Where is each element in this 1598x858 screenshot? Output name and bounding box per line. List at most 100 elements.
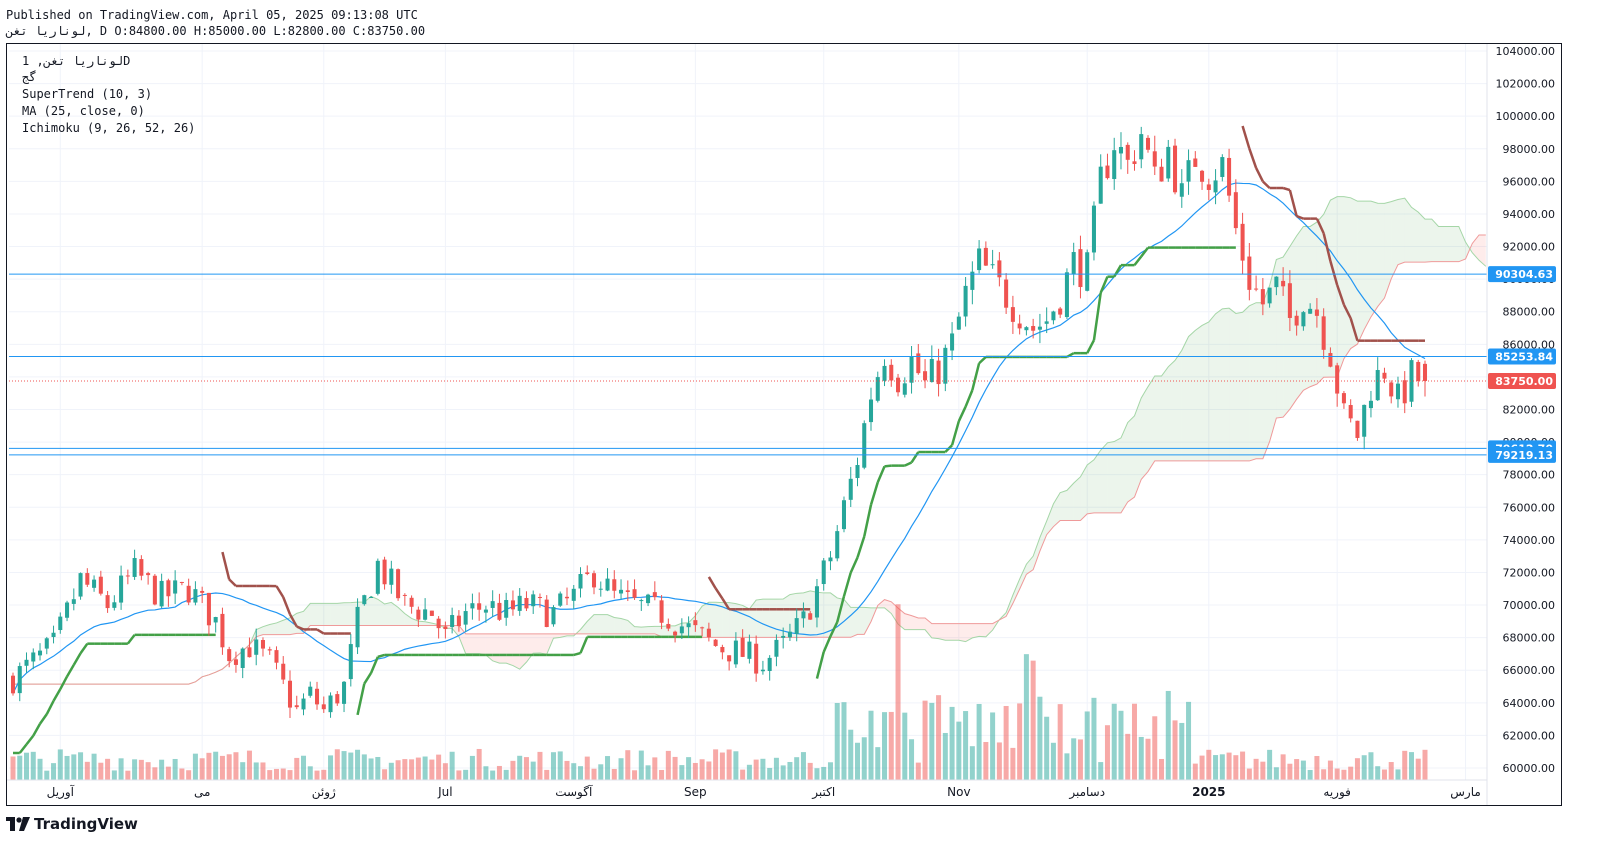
supertrend-segment	[1335, 284, 1346, 306]
ichimoku-cloud-segment	[1242, 305, 1250, 461]
ichimoku-cloud-segment	[1161, 366, 1169, 461]
supertrend-segment	[228, 578, 237, 587]
ichimoku-cloud-segment	[729, 602, 736, 638]
y-tick-label: 96000.00	[1503, 175, 1556, 188]
candle-body	[450, 615, 455, 628]
y-tick-label: 102000.00	[1496, 78, 1556, 91]
supertrend-segment	[1113, 264, 1123, 278]
candle-body	[1017, 323, 1022, 329]
supertrend-segment	[1296, 214, 1304, 220]
candle-body	[956, 316, 961, 330]
ichimoku-cloud-segment	[1256, 302, 1263, 459]
candle-body	[1382, 372, 1387, 379]
candle-body	[436, 618, 441, 629]
volume-bar	[550, 752, 556, 780]
volume-bar	[1044, 716, 1050, 780]
candle-body	[139, 559, 144, 576]
ichimoku-cloud-segment	[715, 602, 723, 638]
candle-body	[504, 600, 509, 618]
candle-body	[254, 639, 259, 655]
level-badge-label: 90304.63	[1495, 268, 1553, 281]
candle-body	[294, 705, 299, 708]
volume-bar	[375, 756, 381, 780]
ichimoku-cloud-segment	[1262, 285, 1270, 459]
volume-bar	[510, 760, 516, 780]
volume-bar	[1131, 703, 1137, 780]
volume-bar	[1071, 738, 1077, 780]
volume-bar	[753, 759, 759, 780]
candle-body	[274, 650, 279, 663]
candle-body	[227, 649, 232, 662]
candle-body	[200, 590, 205, 593]
candle-body	[821, 560, 826, 585]
volume-bar	[307, 766, 313, 780]
volume-bar	[787, 761, 793, 780]
volume-bar	[1179, 722, 1185, 780]
candle-body	[902, 383, 907, 395]
ichimoku-cloud-segment	[837, 597, 844, 638]
volume-bar	[578, 766, 584, 780]
ichimoku-cloud-segment	[945, 623, 953, 641]
candle-body	[1341, 393, 1346, 404]
candle-body	[38, 650, 43, 656]
supertrend-segment	[1342, 304, 1352, 319]
volume-bar	[834, 702, 840, 780]
volume-bar	[868, 710, 874, 780]
ichimoku-cloud-segment	[1303, 226, 1311, 391]
ichimoku-cloud-segment	[1100, 442, 1108, 513]
price-chart: 60000.00 62000.00 64000.00 66000.00 68000.00…	[7, 44, 1556, 805]
candle-body	[1213, 180, 1218, 193]
volume-bar	[605, 756, 611, 780]
chart-frame: 60000.00 62000.00 64000.00 66000.00 68000.00…	[6, 43, 1562, 806]
volume-bar	[294, 757, 300, 780]
candle-body	[220, 613, 225, 648]
supertrend-segment	[964, 389, 974, 408]
volume-bar	[706, 761, 712, 780]
y-tick-label: 62000.00	[1503, 729, 1556, 742]
volume-bar	[746, 764, 752, 780]
candle-body	[679, 626, 684, 634]
x-tick-label: ژوئن	[312, 785, 336, 800]
supertrend-segment	[573, 651, 581, 657]
volume-bar	[287, 770, 293, 780]
volume-bar	[1341, 769, 1347, 780]
volume-bar	[456, 770, 462, 780]
volume-bar	[571, 763, 577, 780]
candle-body	[605, 578, 610, 591]
supertrend-segment	[1349, 317, 1359, 342]
candle-body	[92, 579, 97, 588]
supertrend-segment	[822, 635, 832, 653]
volume-bar	[355, 749, 361, 780]
volume-bar	[206, 752, 212, 780]
volume-bar	[1348, 766, 1354, 780]
ichimoku-cloud-segment	[283, 617, 290, 635]
ichimoku-cloud-segment	[1438, 226, 1446, 262]
candle-body	[510, 600, 515, 610]
volume-bar	[1334, 768, 1340, 780]
volume-bar	[1023, 654, 1029, 780]
candle-body	[1085, 252, 1090, 291]
supertrend-segment	[1248, 148, 1258, 169]
ichimoku-cloud-segment	[648, 626, 655, 634]
volume-bar	[145, 762, 151, 780]
ichimoku-cloud-segment	[1019, 564, 1027, 590]
candle-body	[1044, 321, 1049, 324]
candle-body	[98, 576, 103, 594]
ichimoku-cloud-segment	[1202, 321, 1209, 461]
ichimoku-cloud-segment	[573, 629, 581, 636]
candle-body	[1058, 308, 1063, 315]
ichimoku-cloud-segment	[344, 602, 351, 626]
volume-bar	[1287, 763, 1293, 780]
candle-body	[10, 675, 16, 694]
volume-bar	[476, 748, 482, 780]
volume-bar	[517, 755, 523, 780]
volume-bar	[854, 742, 860, 780]
volume-bar	[1030, 660, 1036, 780]
ichimoku-cloud-segment	[472, 633, 480, 654]
tradingview-logo[interactable]: TradingView	[6, 814, 138, 834]
ichimoku-cloud-segment	[661, 625, 669, 638]
volume-bar	[1057, 704, 1063, 780]
candle-body	[1274, 276, 1279, 288]
candle-body	[1416, 361, 1421, 381]
y-tick-label: 74000.00	[1503, 534, 1556, 547]
